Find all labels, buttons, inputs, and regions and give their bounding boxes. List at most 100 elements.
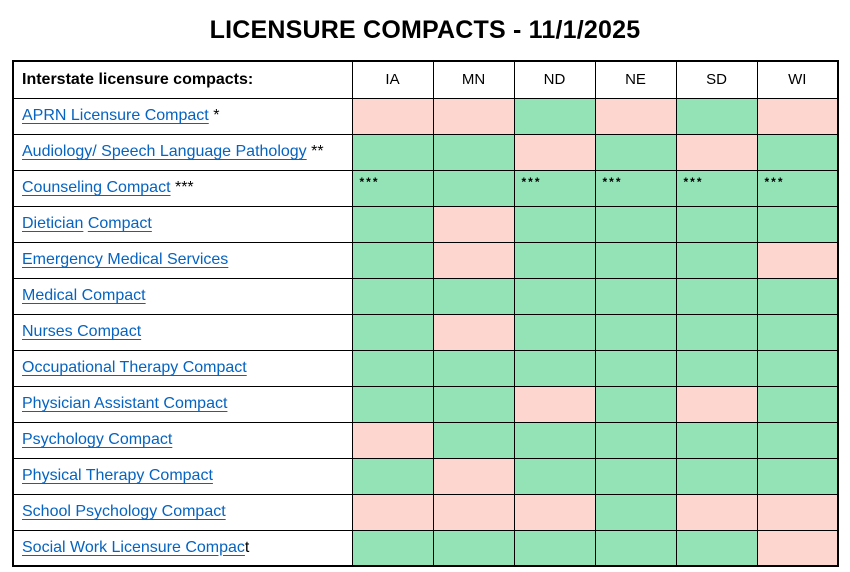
compact-link-occupational-therapy-compact[interactable]: Occupational Therapy Compact bbox=[22, 359, 247, 376]
status-cell-physician-assistant-compact-mn bbox=[432, 385, 515, 423]
status-cell-psychology-compact-mn bbox=[432, 421, 515, 459]
compact-link-emergency-medical-services[interactable]: Emergency Medical Services bbox=[22, 251, 229, 268]
status-cell-counseling-compact-nd: *** bbox=[513, 169, 596, 207]
status-cell-emergency-medical-services-ne bbox=[594, 241, 677, 279]
status-cell-social-work-licensure-compact-nd bbox=[513, 529, 596, 567]
status-cell-medical-compact-sd bbox=[675, 277, 758, 315]
table-row-psychology-compact: Psychology Compact bbox=[12, 421, 839, 459]
status-cell-emergency-medical-services-mn bbox=[432, 241, 515, 279]
table-row-audiology-speech-language-pathology: Audiology/ Speech Language Pathology ** bbox=[12, 133, 839, 171]
column-header-nd: ND bbox=[513, 60, 596, 99]
status-cell-aprn-licensure-compact-ne bbox=[594, 97, 677, 135]
status-cell-audiology-speech-language-pathology-ne bbox=[594, 133, 677, 171]
cell-note: *** bbox=[683, 174, 704, 189]
status-cell-occupational-therapy-compact-sd bbox=[675, 349, 758, 387]
compact-link-nurses-compact[interactable]: Nurses Compact bbox=[22, 323, 142, 340]
compact-link-psychology-compact[interactable]: Psychology Compact bbox=[22, 431, 173, 448]
row-label-social-work-licensure-compact: Social Work Licensure Compact bbox=[12, 529, 353, 567]
compacts-table: Interstate licensure compacts: IA MN ND NE S… bbox=[12, 60, 839, 567]
cell-note: *** bbox=[764, 174, 785, 189]
status-cell-audiology-speech-language-pathology-wi bbox=[756, 133, 839, 171]
status-cell-social-work-licensure-compact-mn bbox=[432, 529, 515, 567]
status-cell-social-work-licensure-compact-wi bbox=[756, 529, 839, 567]
table-row-physical-therapy-compact: Physical Therapy Compact bbox=[12, 457, 839, 495]
compact-link-physical-therapy-compact[interactable]: Physical Therapy Compact bbox=[22, 467, 213, 484]
status-cell-physician-assistant-compact-ia bbox=[351, 385, 434, 423]
table-row-school-psychology-compact: School Psychology Compact bbox=[12, 493, 839, 531]
status-cell-audiology-speech-language-pathology-ia bbox=[351, 133, 434, 171]
status-cell-nurses-compact-nd bbox=[513, 313, 596, 351]
status-cell-physical-therapy-compact-ia bbox=[351, 457, 434, 495]
compact-link-physician-assistant-compact[interactable]: Physician Assistant Compact bbox=[22, 395, 228, 412]
row-label-school-psychology-compact: School Psychology Compact bbox=[12, 493, 353, 531]
status-cell-dietician-compact-wi bbox=[756, 205, 839, 243]
table-row-dietician-compact: Dietician Compact bbox=[12, 205, 839, 243]
column-header-mn: MN bbox=[432, 60, 515, 99]
status-cell-physical-therapy-compact-mn bbox=[432, 457, 515, 495]
label-suffix: t bbox=[244, 538, 250, 556]
status-cell-psychology-compact-wi bbox=[756, 421, 839, 459]
status-cell-aprn-licensure-compact-wi bbox=[756, 97, 839, 135]
cell-note: *** bbox=[602, 174, 623, 189]
status-cell-audiology-speech-language-pathology-nd bbox=[513, 133, 596, 171]
row-label-physical-therapy-compact: Physical Therapy Compact bbox=[12, 457, 353, 495]
compact-link-counseling-compact[interactable]: Counseling Compact bbox=[22, 179, 171, 196]
status-cell-physician-assistant-compact-nd bbox=[513, 385, 596, 423]
cell-note: *** bbox=[359, 174, 380, 189]
status-cell-school-psychology-compact-nd bbox=[513, 493, 596, 531]
row-label-counseling-compact: Counseling Compact *** bbox=[12, 169, 353, 207]
row-label-dietician-compact: Dietician Compact bbox=[12, 205, 353, 243]
status-cell-psychology-compact-ia bbox=[351, 421, 434, 459]
status-cell-nurses-compact-wi bbox=[756, 313, 839, 351]
status-cell-medical-compact-nd bbox=[513, 277, 596, 315]
status-cell-occupational-therapy-compact-ne bbox=[594, 349, 677, 387]
label-suffix: *** bbox=[170, 179, 194, 196]
status-cell-physical-therapy-compact-ne bbox=[594, 457, 677, 495]
table-row-aprn-licensure-compact: APRN Licensure Compact * bbox=[12, 97, 839, 135]
status-cell-emergency-medical-services-sd bbox=[675, 241, 758, 279]
status-cell-nurses-compact-ne bbox=[594, 313, 677, 351]
table-row-physician-assistant-compact: Physician Assistant Compact bbox=[12, 385, 839, 423]
status-cell-counseling-compact-ne: *** bbox=[594, 169, 677, 207]
compact-link-medical-compact[interactable]: Medical Compact bbox=[22, 287, 146, 304]
status-cell-emergency-medical-services-ia bbox=[351, 241, 434, 279]
status-cell-dietician-compact-mn bbox=[432, 205, 515, 243]
status-cell-physician-assistant-compact-ne bbox=[594, 385, 677, 423]
status-cell-counseling-compact-mn bbox=[432, 169, 515, 207]
status-cell-physician-assistant-compact-sd bbox=[675, 385, 758, 423]
page-title: LICENSURE COMPACTS - 11/1/2025 bbox=[209, 16, 641, 44]
label-suffix: ** bbox=[306, 143, 324, 160]
table-row-occupational-therapy-compact: Occupational Therapy Compact bbox=[12, 349, 839, 387]
status-cell-physician-assistant-compact-wi bbox=[756, 385, 839, 423]
row-label-aprn-licensure-compact: APRN Licensure Compact * bbox=[12, 97, 353, 135]
row-label-emergency-medical-services: Emergency Medical Services bbox=[12, 241, 353, 279]
compact-link-audiology-speech-language-pathology[interactable]: Audiology/ Speech Language Pathology bbox=[22, 143, 307, 160]
status-cell-psychology-compact-nd bbox=[513, 421, 596, 459]
compact-link-dietician-compact[interactable]: Dietician bbox=[22, 215, 84, 232]
compact-link-school-psychology-compact[interactable]: School Psychology Compact bbox=[22, 503, 226, 520]
status-cell-aprn-licensure-compact-mn bbox=[432, 97, 515, 135]
status-cell-school-psychology-compact-wi bbox=[756, 493, 839, 531]
status-cell-aprn-licensure-compact-sd bbox=[675, 97, 758, 135]
table-row-counseling-compact: Counseling Compact *** *** *** *** *** *** bbox=[12, 169, 839, 207]
status-cell-dietician-compact-ne bbox=[594, 205, 677, 243]
status-cell-occupational-therapy-compact-mn bbox=[432, 349, 515, 387]
status-cell-medical-compact-ia bbox=[351, 277, 434, 315]
compact-link-aprn-licensure-compact[interactable]: APRN Licensure Compact bbox=[22, 107, 209, 124]
status-cell-school-psychology-compact-sd bbox=[675, 493, 758, 531]
status-cell-social-work-licensure-compact-ia bbox=[351, 529, 434, 567]
status-cell-counseling-compact-ia: *** bbox=[351, 169, 434, 207]
status-cell-occupational-therapy-compact-nd bbox=[513, 349, 596, 387]
status-cell-psychology-compact-sd bbox=[675, 421, 758, 459]
column-header-wi: WI bbox=[756, 60, 839, 99]
compact-link-dietician-compact[interactable]: Compact bbox=[87, 215, 152, 232]
status-cell-social-work-licensure-compact-sd bbox=[675, 529, 758, 567]
row-label-audiology-speech-language-pathology: Audiology/ Speech Language Pathology ** bbox=[12, 133, 353, 171]
status-cell-nurses-compact-sd bbox=[675, 313, 758, 351]
compact-link-social-work-licensure-compact[interactable]: Social Work Licensure Compac bbox=[22, 538, 245, 556]
status-cell-dietician-compact-sd bbox=[675, 205, 758, 243]
status-cell-medical-compact-ne bbox=[594, 277, 677, 315]
status-cell-physical-therapy-compact-nd bbox=[513, 457, 596, 495]
status-cell-social-work-licensure-compact-ne bbox=[594, 529, 677, 567]
table-row-nurses-compact: Nurses Compact bbox=[12, 313, 839, 351]
